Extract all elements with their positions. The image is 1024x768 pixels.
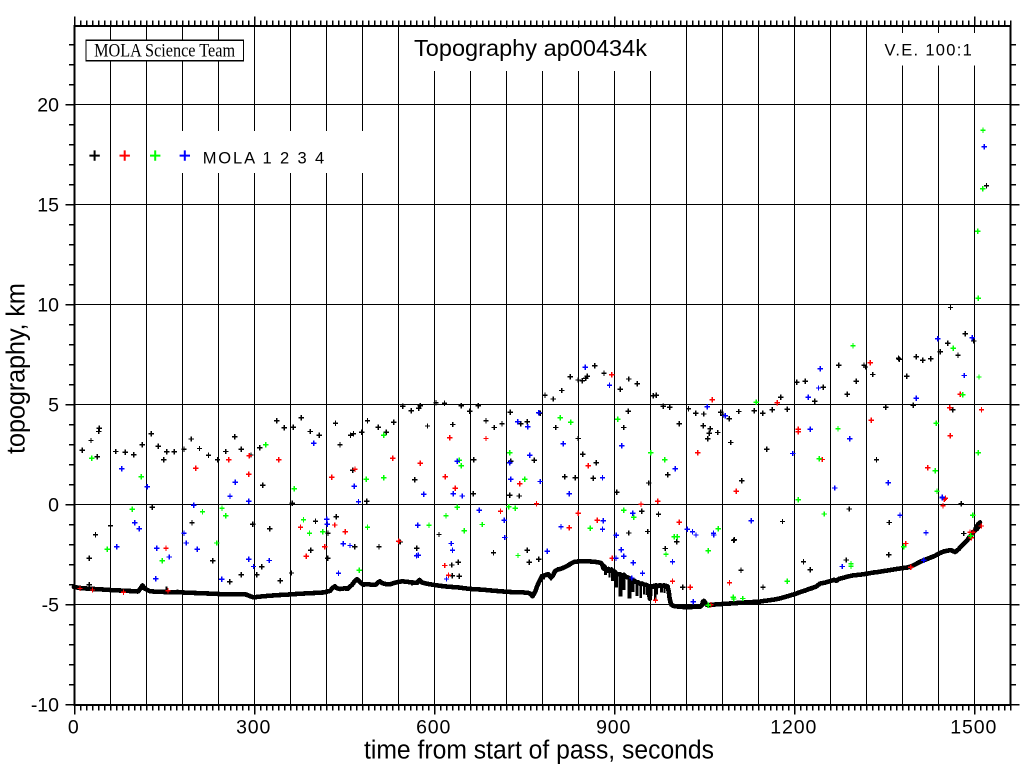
svg-text:15: 15	[37, 195, 59, 217]
svg-text:-10: -10	[31, 695, 59, 717]
svg-text:10: 10	[37, 295, 59, 317]
svg-text:300: 300	[236, 717, 271, 739]
svg-text:MOLA 1 2 3 4: MOLA 1 2 3 4	[203, 150, 325, 168]
svg-text:0: 0	[48, 495, 59, 517]
svg-text:topography, km: topography, km	[3, 283, 31, 454]
svg-text:20: 20	[37, 95, 59, 117]
svg-text:-5: -5	[42, 595, 59, 617]
svg-text:1200: 1200	[770, 717, 817, 739]
svg-text:1500: 1500	[950, 717, 997, 739]
svg-text:time from start of pass, secon: time from start of pass, seconds	[364, 737, 714, 765]
svg-text:5: 5	[48, 395, 59, 417]
svg-text:900: 900	[596, 717, 631, 739]
svg-text:0: 0	[68, 717, 80, 739]
svg-text:MOLA Science Team: MOLA Science Team	[94, 41, 235, 62]
svg-text:V.E. 100:1: V.E. 100:1	[885, 42, 972, 60]
svg-text:600: 600	[416, 717, 451, 739]
svg-text:Topography ap00434k: Topography ap00434k	[414, 35, 647, 61]
